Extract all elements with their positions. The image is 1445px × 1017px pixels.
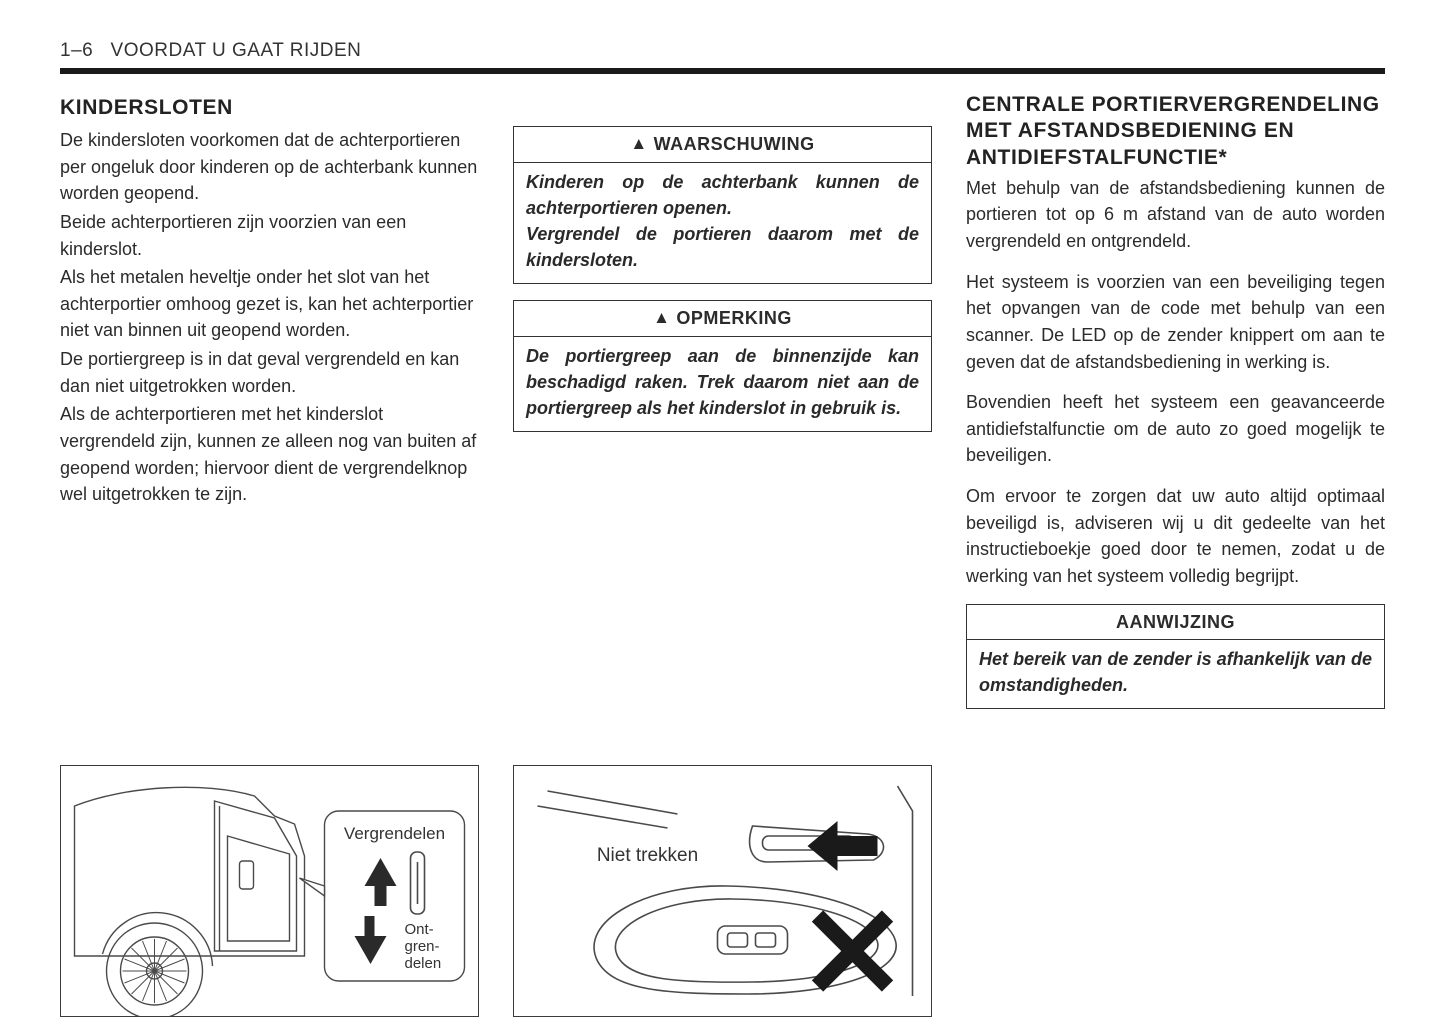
columns: KINDERSLOTEN De kindersloten voorkomen d… (60, 92, 1385, 725)
note-title: ▲ OPMERKING (514, 301, 931, 337)
note-icon: ▲ (653, 305, 670, 330)
page-ref: 1–6 (60, 40, 93, 61)
warning-title-text: WAARSCHUWING (654, 134, 815, 154)
col-2: ▲ WAARSCHUWING Kinderen op de achterbank … (513, 92, 932, 725)
col1-p2: Beide achterportieren zijn voorzien van … (60, 209, 479, 262)
page-header: 1–6 VOORDAT U GAAT RIJDEN (60, 40, 1385, 68)
fig1-label-unlock-2: gren- (405, 938, 440, 955)
warning-title: ▲ WAARSCHUWING (514, 127, 931, 163)
fig2-label: Niet trekken (597, 845, 698, 866)
col1-p4: De portiergreep is in dat geval vergrend… (60, 346, 479, 399)
col3-p4: Om ervoor te zorgen dat uw auto altijd o… (966, 483, 1385, 590)
col1-p5: Als de achterportieren met het kinderslo… (60, 401, 479, 508)
fig1-label-lock: Vergrendelen (344, 824, 445, 843)
figure-child-lock: Vergrendelen Ont- gren- (60, 765, 479, 1017)
tip-body: Het bereik van de zender is afhankelijk … (967, 640, 1384, 708)
col-3: CENTRALE PORTIER­VERGRENDELING MET AFSTA… (966, 92, 1385, 725)
manual-page: 1–6 VOORDAT U GAAT RIJDEN KINDERSLOTEN D… (0, 0, 1445, 975)
note-box: ▲ OPMERKING De portiergreep aan de binnen… (513, 300, 932, 432)
col1-title: KINDERSLOTEN (60, 92, 479, 123)
fig1-label-unlock-1: Ont- (405, 921, 434, 938)
col3-p2: Het systeem is voorzien van een beveilig… (966, 269, 1385, 376)
child-lock-svg: Vergrendelen Ont- gren- (61, 766, 478, 1016)
col1-p1: De kindersloten voorkomen dat de achter­… (60, 127, 479, 207)
col3-title: CENTRALE PORTIER­VERGRENDELING MET AFSTA… (966, 92, 1385, 171)
fig1-label-unlock-3: delen (405, 955, 442, 972)
figure-placeholder (966, 765, 1385, 1017)
tip-title: AANWIJZING (967, 605, 1384, 641)
note-title-text: OPMERKING (676, 308, 792, 328)
col3-p1: Met behulp van de afstandsbediening kunn… (966, 175, 1385, 255)
note-body: De portiergreep aan de binnenzijde kan b… (514, 337, 931, 431)
header-rule (60, 68, 1385, 74)
warning-body: Kinderen op de achterbank kunnen de acht… (514, 163, 931, 283)
warning-box: ▲ WAARSCHUWING Kinderen op de achterbank … (513, 126, 932, 284)
do-not-pull-svg: Niet trekken (514, 766, 931, 1016)
figures-row: Vergrendelen Ont- gren- (60, 765, 1385, 1017)
col3-p3: Bovendien heeft het systeem een geavance… (966, 389, 1385, 469)
warning-icon: ▲ (630, 131, 647, 156)
figure-do-not-pull: Niet trekken (513, 765, 932, 1017)
section-title: VOORDAT U GAAT RIJDEN (111, 40, 362, 61)
col-1: KINDERSLOTEN De kindersloten voorkomen d… (60, 92, 479, 725)
tip-box: AANWIJZING Het bereik van de zender is a… (966, 604, 1385, 710)
col1-p3: Als het metalen heveltje onder het slot … (60, 264, 479, 344)
